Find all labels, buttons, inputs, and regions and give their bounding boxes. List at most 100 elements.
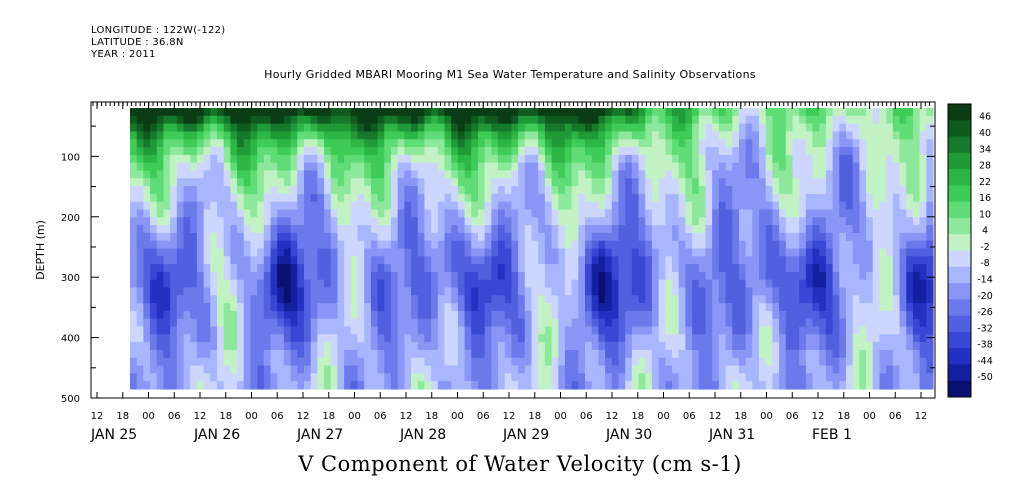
heatmap-cell: [859, 154, 867, 164]
heatmap-cell: [692, 240, 700, 250]
heatmap-cell: [886, 170, 894, 179]
x-tick-label: 00: [657, 411, 670, 422]
heatmap-cell: [310, 342, 318, 351]
heatmap-cell: [698, 256, 707, 265]
heatmap-cell: [618, 108, 626, 117]
heatmap-cell: [444, 178, 452, 187]
heatmap-cell: [892, 326, 901, 335]
heatmap-cell: [892, 209, 901, 218]
heatmap-cell: [263, 170, 272, 179]
heatmap-cell: [484, 334, 492, 343]
heatmap-cell: [705, 147, 713, 156]
heatmap-cell: [698, 162, 707, 172]
heatmap-cell: [216, 232, 225, 242]
heatmap-cell: [444, 232, 452, 242]
heatmap-cell: [712, 201, 720, 211]
heatmap-cell: [685, 248, 693, 257]
heatmap-cell: [237, 326, 245, 335]
heatmap-cell: [598, 108, 606, 117]
heatmap-cell: [143, 178, 151, 187]
heatmap-cell: [866, 303, 874, 312]
heatmap-cell: [303, 256, 312, 265]
heatmap-cell: [551, 108, 559, 117]
heatmap-cell: [564, 334, 573, 343]
heatmap-cell: [464, 193, 472, 203]
heatmap-cell: [598, 349, 606, 359]
heatmap-cell: [424, 170, 432, 179]
heatmap-cell: [779, 334, 787, 343]
heatmap-cell: [310, 279, 318, 289]
heatmap-cell: [263, 381, 272, 390]
heatmap-cell: [518, 170, 526, 179]
heatmap-cell: [196, 115, 205, 125]
heatmap-cell: [504, 287, 513, 296]
heatmap-cell: [163, 248, 171, 257]
heatmap-cell: [518, 201, 526, 211]
heatmap-cell: [544, 147, 553, 156]
heatmap-cell: [484, 349, 492, 359]
heatmap-cell: [672, 209, 680, 218]
heatmap-cell: [832, 217, 840, 226]
heatmap-cell: [317, 310, 325, 320]
heatmap-cell: [698, 170, 707, 179]
heatmap-cell: [216, 131, 225, 140]
heatmap-cell: [631, 115, 640, 125]
heatmap-cell: [250, 334, 258, 343]
heatmap-cell: [270, 310, 278, 320]
heatmap-cell: [370, 108, 379, 117]
heatmap-cell: [538, 303, 546, 312]
heatmap-cell: [812, 123, 820, 133]
heatmap-cell: [370, 381, 379, 390]
heatmap-cell: [912, 271, 921, 281]
heatmap-cell: [819, 357, 827, 367]
heatmap-cell: [672, 279, 680, 289]
heatmap-cell: [190, 381, 198, 390]
heatmap-cell: [745, 334, 753, 343]
heatmap-cell: [524, 162, 533, 172]
heatmap-cell: [866, 271, 874, 281]
heatmap-cell: [912, 287, 921, 296]
heatmap-cell: [183, 271, 191, 281]
heatmap-cell: [491, 271, 499, 281]
heatmap-cell: [417, 365, 426, 374]
heatmap-cell: [270, 303, 278, 312]
heatmap-cell: [484, 217, 492, 226]
heatmap-cell: [792, 310, 800, 320]
heatmap-cell: [317, 162, 325, 172]
heatmap-cell: [350, 147, 359, 156]
heatmap-cell: [819, 310, 827, 320]
heatmap-cell: [310, 131, 318, 140]
heatmap-cell: [163, 381, 171, 390]
heatmap-cell: [243, 365, 252, 374]
heatmap-cell: [324, 342, 332, 351]
heatmap-cell: [257, 154, 265, 164]
heatmap-cell: [498, 381, 506, 390]
heatmap-cell: [651, 381, 660, 390]
heatmap-cell: [344, 381, 352, 390]
heatmap-cell: [183, 162, 191, 172]
heatmap-cell: [919, 232, 927, 242]
heatmap-cell: [477, 326, 486, 335]
heatmap-cell: [404, 256, 412, 265]
heatmap-cell: [283, 232, 292, 242]
x-tick-label: 18: [734, 411, 747, 422]
heatmap-cell: [397, 264, 405, 273]
heatmap-cell: [471, 162, 479, 172]
heatmap-cell: [243, 217, 252, 226]
heatmap-cell: [591, 108, 600, 117]
heatmap-cell: [658, 186, 666, 195]
heatmap-cell: [698, 108, 707, 117]
heatmap-cell: [899, 217, 907, 226]
heatmap-cell: [230, 334, 238, 343]
heatmap-cell: [779, 381, 787, 390]
heatmap-cell: [571, 264, 579, 273]
heatmap-cell: [531, 209, 539, 218]
heatmap-cell: [518, 209, 526, 218]
heatmap-cell: [424, 264, 432, 273]
heatmap-cell: [792, 162, 800, 172]
heatmap-cell: [437, 256, 446, 265]
heatmap-cell: [504, 256, 513, 265]
heatmap-cell: [337, 139, 345, 148]
heatmap-cell: [364, 342, 372, 351]
heatmap-cell: [257, 287, 265, 296]
